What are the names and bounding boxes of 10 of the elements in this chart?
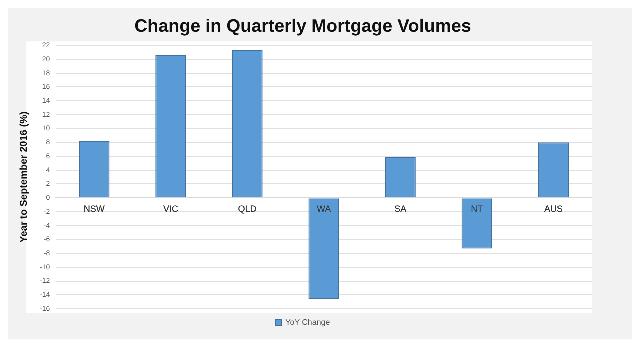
x-tick-label: WA [316,204,332,214]
legend-label: YoY Change [286,318,331,328]
x-tick-label: NSW [84,204,106,214]
x-tick-label: VIC [163,204,179,214]
y-axis-title: Year to September 2016 (%) [18,112,30,243]
chart-title: Change in Quarterly Mortgage Volumes [134,16,472,36]
x-tick-label: SA [394,204,407,214]
x-tick-label: AUS [544,204,563,214]
x-tick-label: NT [471,204,484,214]
x-tick-label: QLD [238,204,258,214]
